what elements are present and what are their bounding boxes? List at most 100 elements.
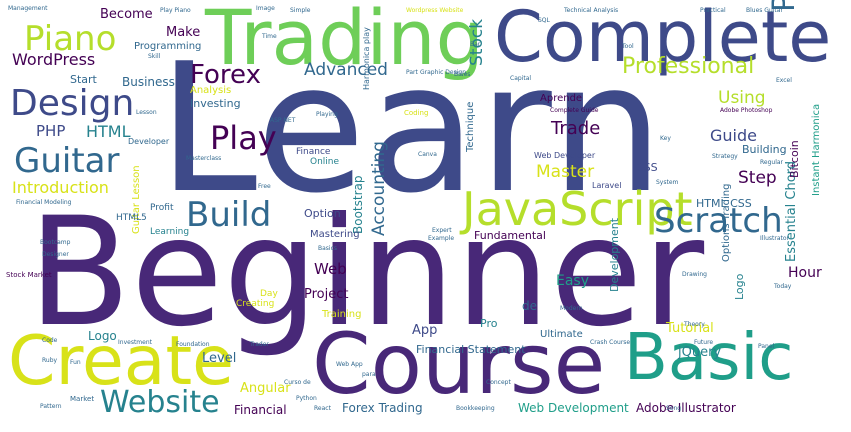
- word-hour: Hour: [788, 265, 822, 281]
- word-image: Image: [256, 5, 275, 12]
- word-basics: Basics: [318, 245, 338, 252]
- word-logo-design: Logo: [733, 273, 746, 300]
- word-technique: Technique: [465, 101, 476, 152]
- word-website: Website: [100, 385, 220, 420]
- word-financial-statement: Financial Statement: [416, 343, 526, 356]
- word-finance: Finance: [296, 147, 331, 157]
- word-web-app: Web App: [336, 361, 363, 368]
- word-step: Step: [738, 168, 777, 188]
- word-playing: Playing: [316, 111, 338, 118]
- word-html5: HTML5: [116, 213, 147, 223]
- word-introduction: Introduction: [12, 178, 109, 197]
- word-wordpress: WordPress: [12, 50, 96, 69]
- word-play: Play: [210, 119, 277, 157]
- word-today: Today: [774, 283, 792, 290]
- word-complete-guide: Complete Guide: [550, 107, 599, 114]
- word-logo: Logo: [88, 329, 117, 343]
- word-financial: Financial: [234, 403, 287, 417]
- word-laravel: Laravel: [592, 181, 622, 190]
- word-options-trading: Options Trading: [721, 183, 732, 262]
- word-simple: Simple: [290, 7, 311, 14]
- word-investment: Investment: [118, 339, 152, 346]
- word-start: Start: [70, 73, 97, 86]
- word-easy: Easy: [556, 273, 590, 289]
- word-trading: Trading: [205, 0, 484, 82]
- word-web: Web: [314, 260, 347, 278]
- word-management: Management: [8, 5, 48, 12]
- word-investing: Investing: [190, 97, 241, 110]
- word-beginner: Beginner: [28, 186, 705, 360]
- word-scratch: Scratch: [654, 201, 783, 241]
- word-instant-harmonica: Instant Harmonica: [811, 103, 822, 196]
- word-advanced: Advanced: [304, 60, 388, 80]
- word-designer: Designer: [42, 251, 69, 258]
- word-song: Song: [666, 405, 682, 412]
- word-basic: Basic: [624, 321, 794, 395]
- word-crash-course: Crash Course: [590, 339, 631, 346]
- word-angular: Angular: [240, 381, 291, 396]
- word-fundamental: Fundamental: [474, 229, 546, 242]
- word-fun: Fun: [70, 359, 81, 366]
- word-accounting: Accounting: [369, 141, 389, 236]
- word-para: para: [362, 371, 376, 378]
- word-building: Building: [742, 143, 787, 156]
- word-drawing: Drawing: [682, 271, 707, 278]
- word-profit: Profit: [150, 203, 174, 213]
- word-guitar: Guitar: [14, 141, 120, 181]
- word-programming: Programming: [134, 41, 202, 52]
- word-wordpress-website: Wordpress Website: [406, 7, 464, 14]
- word-part: Part: [406, 69, 418, 76]
- word-market: Market: [70, 395, 95, 403]
- word-guide: Guide: [710, 126, 757, 145]
- word-financial-modeling: Financial Modeling: [16, 199, 72, 206]
- word-concept: Concept: [486, 379, 511, 386]
- word-capital: Capital: [510, 75, 532, 82]
- word-php: PHP: [36, 122, 66, 140]
- word-analysis: Analysis: [190, 85, 232, 96]
- word-strategy: Strategy: [712, 153, 738, 160]
- word-canva: Canva: [418, 151, 437, 158]
- word-business: Business: [122, 75, 175, 89]
- word-creating: Creating: [236, 299, 275, 309]
- word-tool: Tool: [622, 43, 634, 50]
- word-example: Example: [428, 235, 455, 242]
- word-complete: Complete: [494, 0, 832, 78]
- word-bitcoin: Bitcoin: [788, 140, 801, 178]
- word-play-piano: Play Piano: [160, 7, 191, 14]
- word-css: CSS: [636, 161, 658, 174]
- word-make: Make: [166, 25, 201, 40]
- word-forex-trading: Forex Trading: [342, 401, 423, 415]
- word-code: Code: [42, 337, 58, 344]
- word-panel: Panel: [758, 343, 775, 350]
- word-modern: Modern: [560, 305, 583, 312]
- word-time: Time: [262, 33, 277, 40]
- word-developer: Developer: [128, 137, 170, 146]
- word-practical: Practical: [700, 7, 726, 14]
- word-sql: SQL: [538, 17, 550, 24]
- word-skill: Skill: [148, 53, 161, 60]
- word-react: React: [314, 405, 331, 412]
- word-project: Project: [304, 287, 349, 302]
- word-future: Future: [694, 339, 714, 346]
- word-bootstrap-harmonica: Harmonica play: [362, 27, 371, 90]
- word-blues: Blues: [454, 71, 471, 78]
- word-jquery: jQuery: [678, 345, 722, 360]
- word-pattern: Pattern: [40, 403, 62, 410]
- word-trade: Trade: [551, 118, 601, 139]
- word-aprende: Aprende: [540, 93, 583, 104]
- word-learning: Learning: [150, 227, 190, 237]
- word-html-css: HTML CSS: [696, 197, 752, 210]
- word-day: Day: [260, 289, 278, 299]
- word-bookkeeping: Bookkeeping: [456, 405, 495, 412]
- word-forex: Forex: [190, 60, 261, 90]
- word-master: Master: [536, 162, 595, 182]
- word-web-development: Web Development: [518, 401, 629, 415]
- word-pro: Pro: [480, 317, 498, 330]
- word-foundation: Foundation: [176, 341, 210, 348]
- word-using: Using: [718, 88, 766, 108]
- word-tutorial: Tutorial: [666, 321, 714, 336]
- word-training: Training: [322, 309, 362, 320]
- word-bar: Bar: [470, 41, 481, 48]
- word-illustrator: Illustrator: [760, 235, 790, 242]
